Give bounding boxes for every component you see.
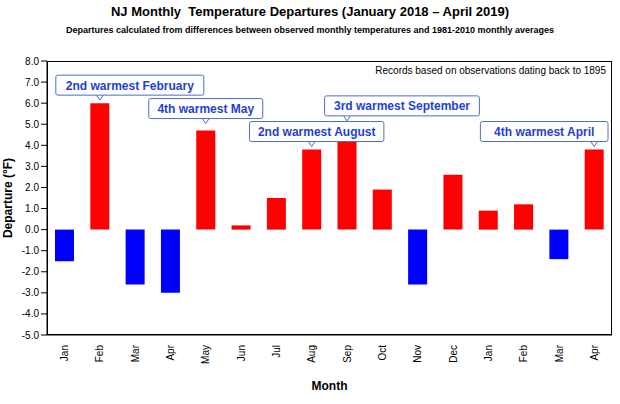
svg-text:Feb: Feb (518, 345, 529, 363)
svg-text:Oct: Oct (377, 345, 388, 361)
html-text:NJ Monthly Temperature Departu: NJ Monthly Temperature Departures (Janua… (111, 4, 509, 19)
svg-text:Jun: Jun (236, 345, 247, 361)
svg-text:-2.0: -2.0 (22, 266, 40, 277)
svg-text:Apr: Apr (165, 344, 176, 360)
svg-text:1.0: 1.0 (25, 203, 39, 214)
svg-text:3.0: 3.0 (25, 161, 39, 172)
svg-text:Sep: Sep (342, 345, 353, 363)
svg-text:-4.0: -4.0 (22, 308, 40, 319)
svg-text:6.0: 6.0 (25, 98, 39, 109)
svg-text:Jul: Jul (271, 345, 282, 358)
html-text:Departures calculated from dif: Departures calculated from differences b… (65, 25, 555, 35)
svg-text:Nov: Nov (412, 345, 423, 363)
svg-text:3rd warmest September: 3rd warmest September (334, 99, 470, 113)
svg-text:5.0: 5.0 (25, 119, 39, 130)
svg-text:2nd warmest February: 2nd warmest February (66, 79, 194, 93)
svg-text:4th warmest April: 4th warmest April (494, 125, 594, 139)
svg-text:May: May (200, 345, 211, 364)
svg-text:0.0: 0.0 (25, 224, 39, 235)
svg-text:2.0: 2.0 (25, 182, 39, 193)
svg-text:Mar: Mar (554, 344, 565, 362)
svg-text:-3.0: -3.0 (22, 287, 40, 298)
svg-text:7.0: 7.0 (25, 77, 39, 88)
svg-text:8.0: 8.0 (25, 56, 39, 67)
svg-text:4.0: 4.0 (25, 140, 39, 151)
svg-text:-5.0: -5.0 (22, 330, 40, 341)
svg-text:-1.0: -1.0 (22, 245, 40, 256)
svg-text:2nd warmest August: 2nd warmest August (258, 125, 376, 139)
svg-text:Mar: Mar (130, 344, 141, 362)
svg-text:Dec: Dec (448, 345, 459, 363)
svg-text:Feb: Feb (94, 345, 105, 363)
svg-text:Departure (°F): Departure (°F) (8, 158, 15, 238)
html-text:Records based on observations: Records based on observations dating bac… (375, 65, 606, 76)
svg-text:4th warmest May: 4th warmest May (157, 102, 254, 116)
svg-text:Jan: Jan (59, 345, 70, 361)
svg-text:Aug: Aug (306, 345, 317, 363)
svg-text:Month: Month (312, 379, 348, 393)
svg-text:Jan: Jan (483, 345, 494, 361)
svg-text:Apr: Apr (589, 344, 600, 360)
